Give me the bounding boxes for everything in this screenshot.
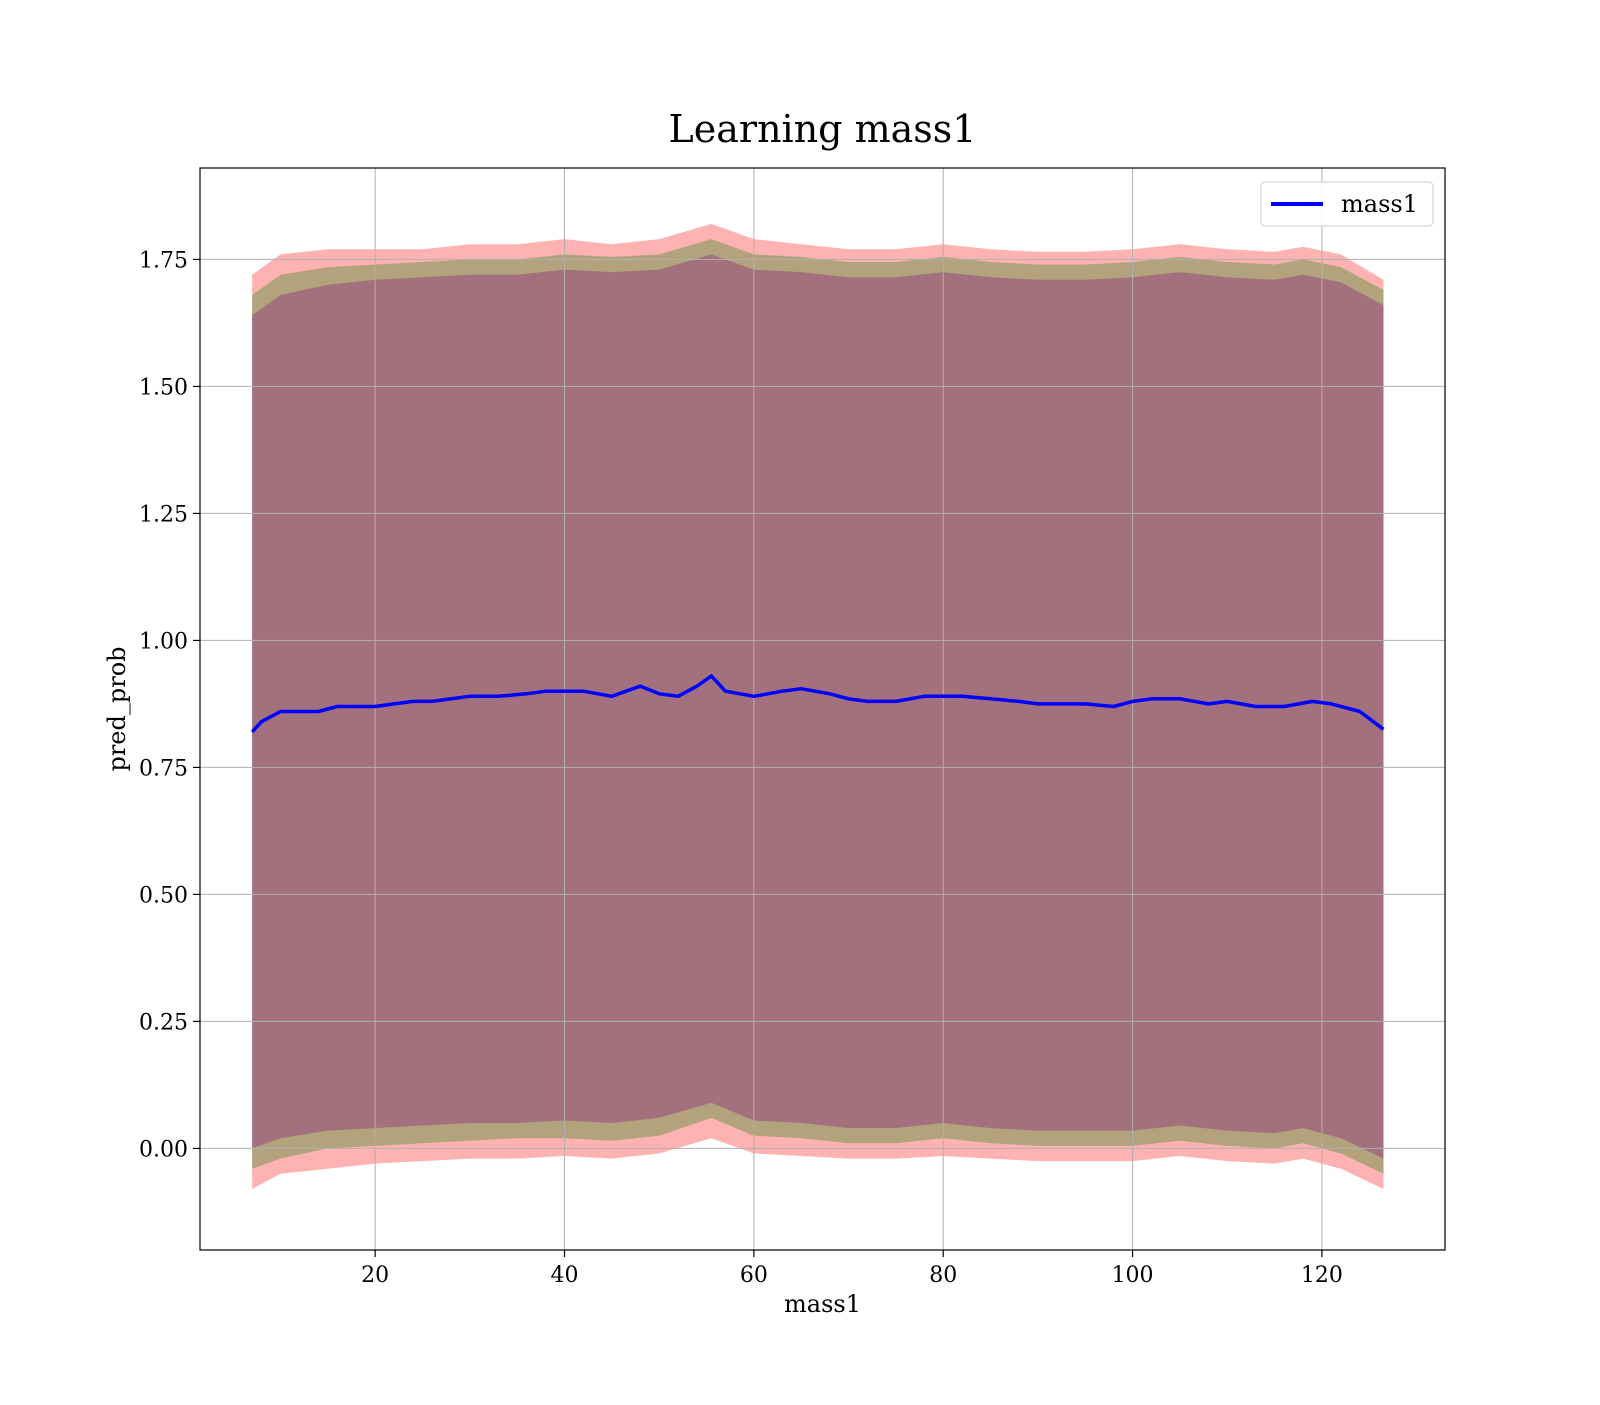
x-axis-ticks: 20 40 60 80 100 120 [361, 1250, 1343, 1288]
series-line-mass1 [250, 674, 1385, 734]
y-tick-label: 1.75 [139, 248, 188, 273]
y-tick-label: 0.50 [139, 883, 188, 908]
y-tick-label: 0.00 [139, 1137, 188, 1162]
x-tick-label: 20 [361, 1263, 389, 1288]
x-tick-label: 80 [929, 1263, 957, 1288]
legend: mass1 [1260, 181, 1434, 227]
chart-title: Learning mass1 [669, 107, 977, 151]
y-tick-label: 1.50 [139, 375, 188, 400]
y-axis-ticks: 0.00 0.25 0.50 0.75 1.00 1.25 1.50 1.75 [139, 248, 200, 1162]
confidence-band-3 [252, 254, 1384, 1159]
x-tick-label: 120 [1301, 1263, 1343, 1288]
confidence-band-2 [252, 239, 1384, 1174]
x-tick-label: 60 [740, 1263, 768, 1288]
legend-box [1260, 181, 1434, 227]
x-axis-label: mass1 [784, 1290, 861, 1318]
grid-lines [200, 168, 1445, 1250]
plot-frame [199, 167, 1446, 1251]
y-tick-label: 0.25 [139, 1010, 188, 1035]
x-tick-label: 100 [1112, 1263, 1154, 1288]
y-tick-label: 1.00 [139, 629, 188, 654]
confidence-bands [252, 223, 1384, 1189]
x-tick-label: 40 [551, 1263, 579, 1288]
legend-label-mass1: mass1 [1341, 190, 1418, 218]
series-lines [250, 674, 1385, 734]
y-axis-label: pred_prob [103, 646, 131, 771]
y-tick-label: 1.25 [139, 502, 188, 527]
confidence-band-1 [252, 223, 1384, 1189]
y-tick-label: 0.75 [139, 756, 188, 781]
